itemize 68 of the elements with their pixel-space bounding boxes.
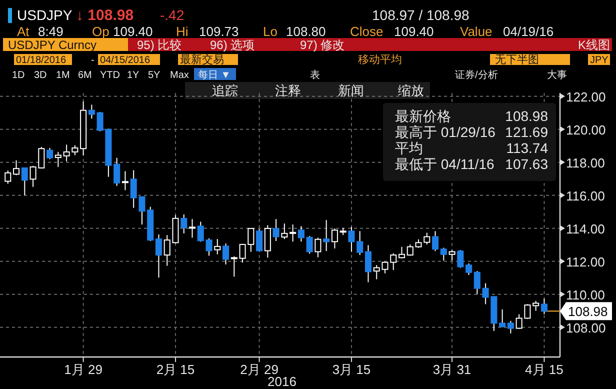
annotation: 107.63 [505, 156, 548, 172]
text: 01/18/2016 [16, 55, 66, 66]
text: 109.73 [199, 24, 239, 39]
text: YTD [100, 70, 120, 81]
text: 97) 修改 [300, 38, 345, 52]
y-tick-label: 120.00 [566, 122, 606, 138]
text: 每日 ▼ [198, 69, 231, 81]
text: 6M [78, 70, 92, 81]
text: 108.97 / 108.98 [372, 7, 470, 23]
annotation: 缩放 [398, 83, 424, 98]
x-tick-label: 3月 15 [332, 362, 371, 377]
text: Value [460, 24, 492, 39]
text: JPY [590, 55, 609, 66]
y-tick-label: 114.00 [566, 221, 605, 236]
y-tick-label: 118.00 [566, 155, 605, 170]
text: 04/19/16 [503, 24, 554, 39]
text: 最新交易 [180, 53, 224, 66]
text: 95) 比较 [137, 38, 182, 52]
y-tick-label: 116.00 [566, 188, 605, 204]
y-tick-label: 122.00 [566, 89, 606, 104]
text: ↓ 108.98 [76, 7, 134, 24]
text: Op [92, 24, 110, 39]
text: K线图 [578, 38, 610, 52]
y-tick-label: 110.00 [566, 287, 605, 302]
annotation: 注释 [275, 83, 301, 98]
x-tick-label: 3月 31 [432, 362, 472, 377]
ref-line-label: 108.98 [568, 304, 608, 320]
annotation: 最新价格 [395, 108, 451, 124]
x-tick-label: 1月 29 [64, 362, 102, 377]
chart-title: USDJPY [17, 7, 73, 23]
text: 109.40 [394, 24, 434, 39]
annotation: 113.74 [506, 140, 548, 156]
text: Lo [263, 24, 278, 39]
x-tick-label: 2月 29 [240, 362, 278, 377]
text: 无下半图 [495, 53, 539, 66]
text: 1M [56, 70, 70, 81]
x-tick-label: 4月 15 [525, 362, 564, 377]
y-tick-label: 108.00 [566, 320, 606, 336]
text: 109.40 [113, 24, 153, 39]
x-tick-label: 2月 15 [156, 362, 195, 377]
annotation: 108.98 [505, 108, 548, 124]
annotation: 最高于 01/29/16 [395, 124, 496, 140]
text: 96) 选项 [210, 38, 255, 52]
text: 移动平均 [358, 54, 402, 66]
text: 表 [310, 69, 320, 81]
y-tick-label: 112.00 [566, 254, 605, 270]
text: 1D [12, 70, 25, 81]
text: -.42 [160, 7, 184, 23]
text: USDJPY Curncy [8, 38, 96, 52]
text: 3D [34, 70, 47, 81]
text: Close [350, 24, 384, 39]
text: 8:49 [38, 24, 64, 39]
text: 5Y [148, 70, 161, 81]
text: 04/15/2016 [100, 55, 150, 66]
text: Max [170, 70, 189, 81]
text: - [91, 55, 94, 66]
annotation: 121.69 [505, 124, 548, 140]
x-axis-title: 2016 [268, 374, 296, 389]
annotation: 追踪 [212, 83, 238, 98]
text: 108.80 [286, 24, 326, 39]
text: 大事 [547, 69, 567, 81]
annotation: 新闻 [338, 83, 364, 98]
annotation: 最低于 04/11/16 [395, 156, 495, 172]
text: 1Y [127, 70, 140, 81]
text: 证券/分析 [455, 69, 498, 81]
annotation: 平均 [395, 140, 423, 156]
text: Hi [176, 24, 188, 39]
text: At [17, 24, 30, 39]
